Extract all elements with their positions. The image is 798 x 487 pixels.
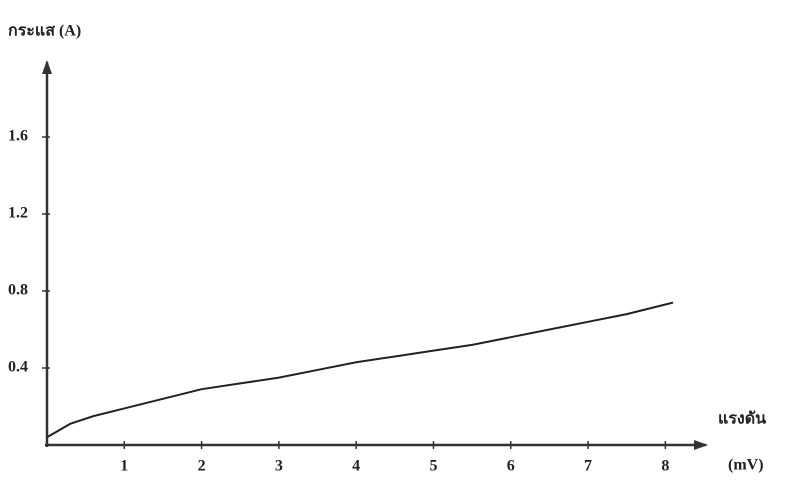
- x-tick-label: 1: [120, 458, 128, 475]
- x-axis-label: แรงดัน: [718, 410, 766, 428]
- data-line: [46, 301, 674, 439]
- y-axis-label: กระแส (A): [8, 23, 81, 40]
- x-tick-label: 6: [507, 458, 515, 475]
- x-tick-label: 2: [198, 458, 206, 475]
- x-tick-label: 7: [584, 458, 592, 475]
- x-axis-unit: (mV): [728, 457, 764, 474]
- x-tick-label: 8: [661, 458, 669, 475]
- y-tick-label: 1.2: [8, 205, 28, 222]
- y-tick-label: 0.4: [8, 359, 28, 376]
- x-tick-label: 4: [352, 458, 360, 475]
- y-tick-label: 0.8: [8, 282, 28, 299]
- y-tick-label: 1.6: [8, 128, 28, 145]
- x-tick-label: 5: [429, 458, 437, 475]
- x-tick-label: 3: [275, 458, 283, 475]
